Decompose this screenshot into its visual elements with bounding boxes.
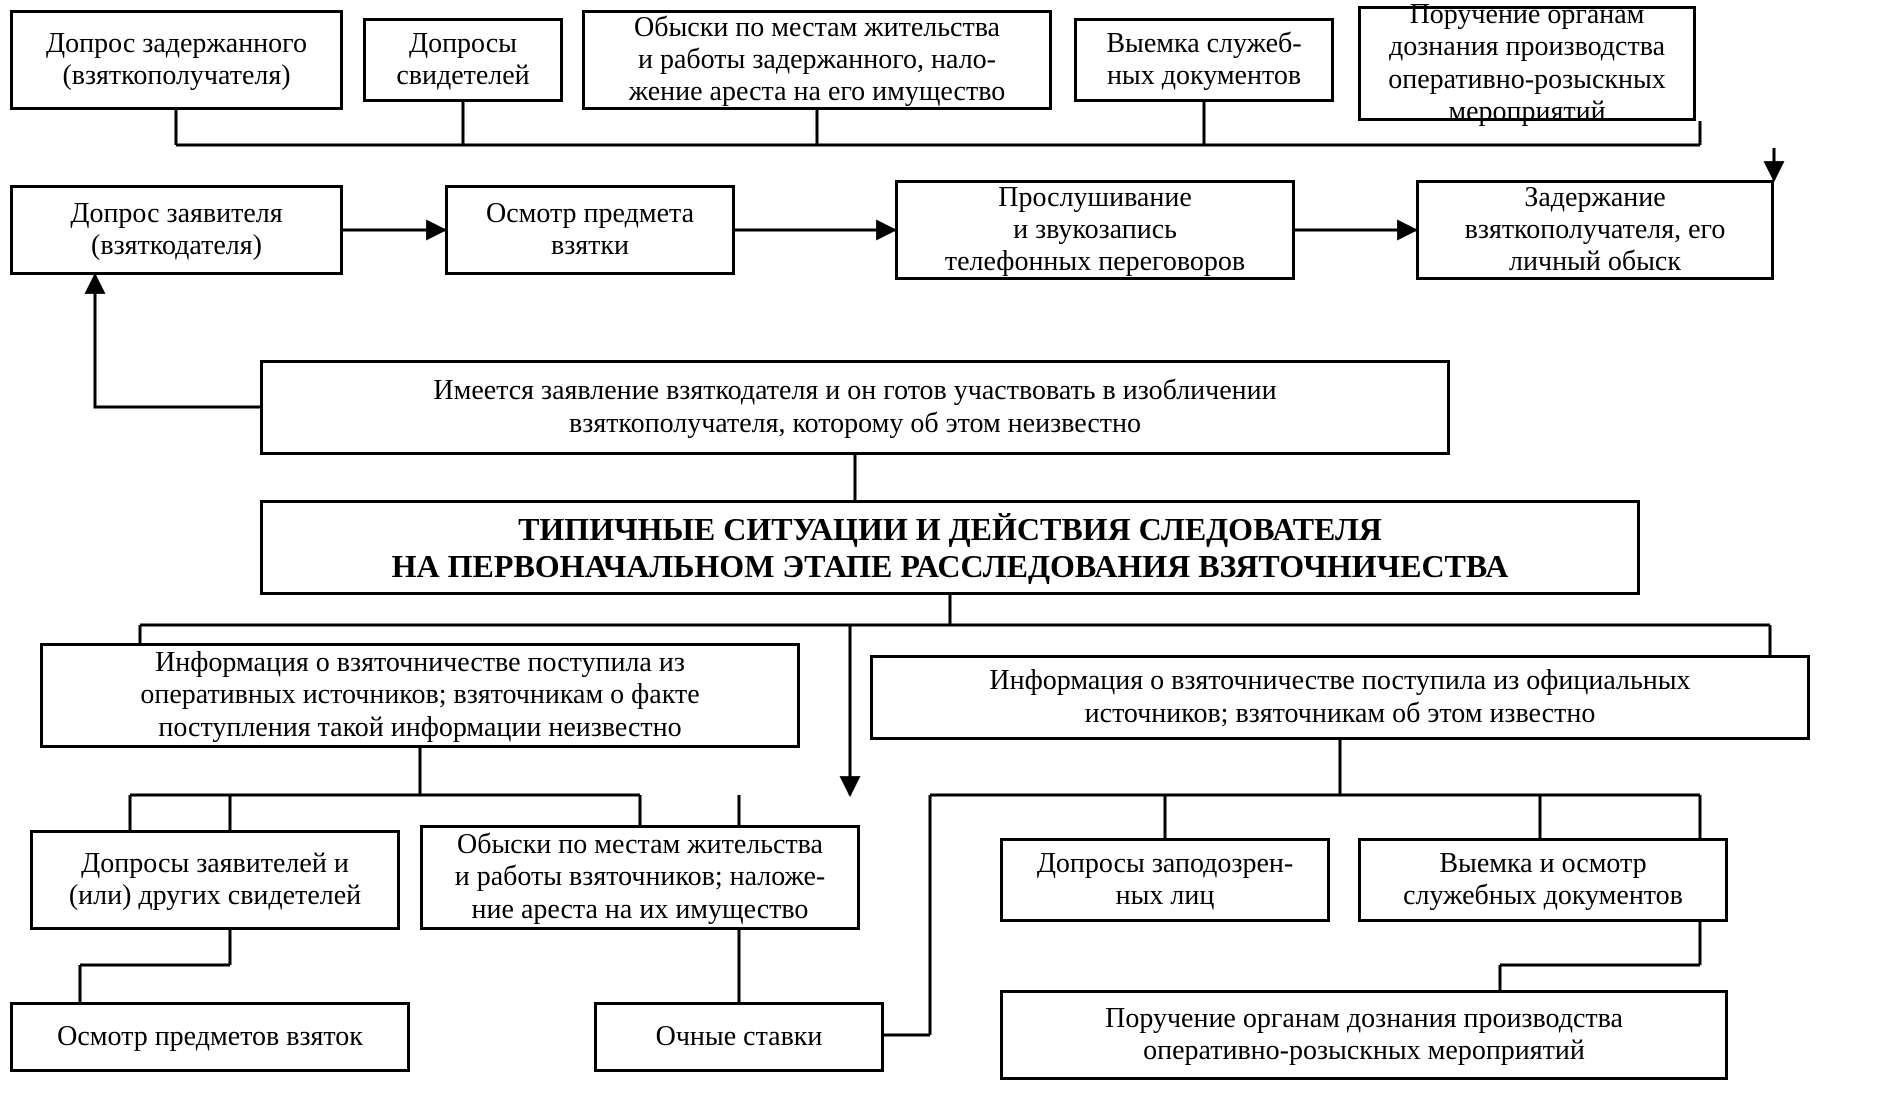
node-label: Информация о взяточничестве поступила из… xyxy=(140,647,699,744)
node-label: Допрос задержанного(взяткополучателя) xyxy=(46,28,307,92)
node-label: ТИПИЧНЫЕ СИТУАЦИИ И ДЕЙСТВИЯ СЛЕДОВАТЕЛЯ… xyxy=(392,511,1509,585)
node-r6a: Допросы заявителей и(или) других свидете… xyxy=(30,830,400,930)
node-r6d: Выемка и осмотрслужебных документов xyxy=(1358,838,1728,922)
node-r7c: Поручение органам дознания производствао… xyxy=(1000,990,1728,1080)
node-title: ТИПИЧНЫЕ СИТУАЦИИ И ДЕЙСТВИЯ СЛЕДОВАТЕЛЯ… xyxy=(260,500,1640,595)
node-label: Допрос заявителя(взяткодателя) xyxy=(70,198,282,262)
node-r2b: Осмотр предметавзятки xyxy=(445,185,735,275)
node-label: Задержаниевзяткополучателя, еголичный об… xyxy=(1465,182,1726,279)
node-r2d: Задержаниевзяткополучателя, еголичный об… xyxy=(1416,180,1774,280)
node-label: Допросы заявителей и(или) других свидете… xyxy=(69,848,361,912)
node-label: Выемка и осмотрслужебных документов xyxy=(1403,848,1683,912)
node-r1e: Поручение органамдознания производстваоп… xyxy=(1358,6,1696,121)
node-r7a: Осмотр предметов взяток xyxy=(10,1002,410,1072)
node-r1a: Допрос задержанного(взяткополучателя) xyxy=(10,10,343,110)
node-r5a: Информация о взяточничестве поступила из… xyxy=(40,643,800,748)
node-r1b: Допросысвидетелей xyxy=(363,18,563,102)
node-label: Очные ставки xyxy=(656,1021,823,1053)
node-label: Осмотр предметов взяток xyxy=(57,1021,363,1053)
node-r1c: Обыски по местам жительстваи работы заде… xyxy=(582,10,1052,110)
node-r5b: Информация о взяточничестве поступила из… xyxy=(870,655,1810,740)
node-label: Поручение органамдознания производстваоп… xyxy=(1388,0,1666,128)
node-label: Выемка служеб-ных документов xyxy=(1106,28,1301,92)
node-r7b: Очные ставки xyxy=(594,1002,884,1072)
node-label: Поручение органам дознания производствао… xyxy=(1105,1003,1623,1067)
node-r6c: Допросы заподозрен-ных лиц xyxy=(1000,838,1330,922)
node-label: Прослушиваниеи звукозаписьтелефонных пер… xyxy=(945,182,1245,279)
node-r6b: Обыски по местам жительстваи работы взят… xyxy=(420,825,860,930)
node-label: Обыски по местам жительстваи работы взят… xyxy=(455,829,826,926)
node-label: Допросы заподозрен-ных лиц xyxy=(1037,848,1293,912)
node-r3: Имеется заявление взяткодателя и он гото… xyxy=(260,360,1450,455)
flowchart-canvas: Допрос задержанного(взяткополучателя) Доп… xyxy=(0,0,1899,1112)
edge xyxy=(95,360,260,407)
node-label: Осмотр предметавзятки xyxy=(486,198,694,262)
node-r2c: Прослушиваниеи звукозаписьтелефонных пер… xyxy=(895,180,1295,280)
node-r1d: Выемка служеб-ных документов xyxy=(1074,18,1334,102)
node-label: Информация о взяточничестве поступила из… xyxy=(989,665,1690,729)
node-label: Допросысвидетелей xyxy=(396,28,529,92)
node-label: Обыски по местам жительстваи работы заде… xyxy=(629,12,1006,109)
node-r2a: Допрос заявителя(взяткодателя) xyxy=(10,185,343,275)
node-label: Имеется заявление взяткодателя и он гото… xyxy=(433,375,1276,439)
